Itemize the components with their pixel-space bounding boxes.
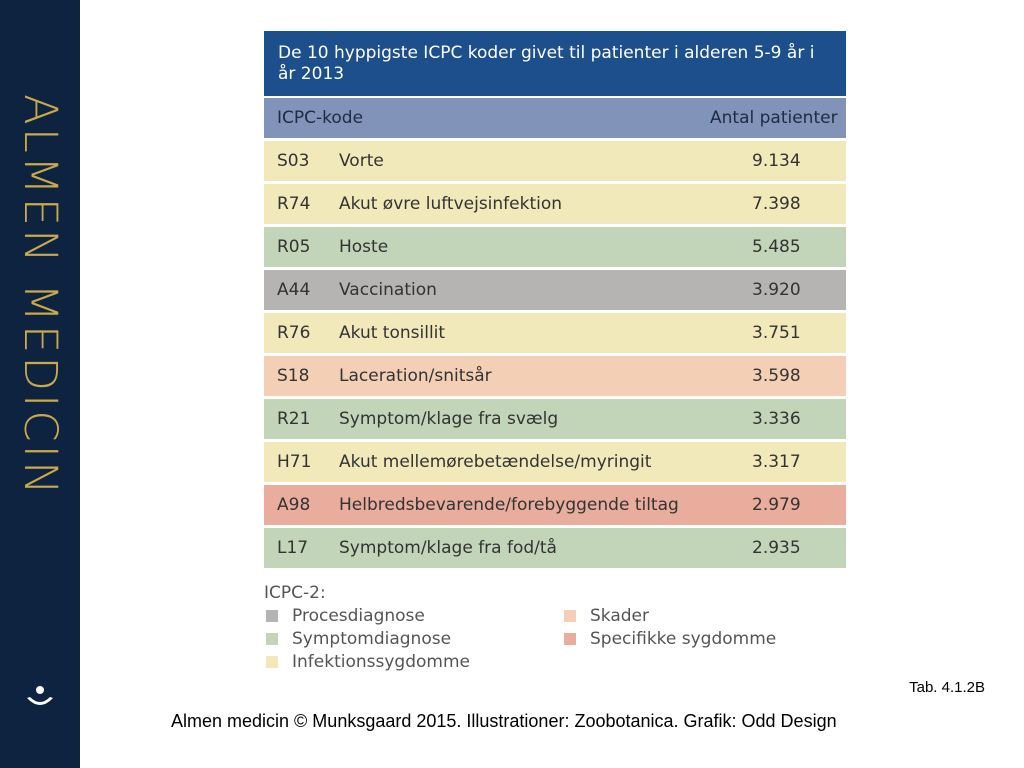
count-cell: 2.979 [752,495,801,515]
header-cell: ICPC-kode [277,108,364,128]
code-cell: H71 [277,452,312,472]
table-row: H71 Akut mellemørebetændelse/myringit 3.31… [264,442,846,482]
count-cell: 3.598 [752,366,801,386]
legend-title: ICPC-2: [264,583,326,603]
legend-item: Specifikke sygdomme [564,628,776,650]
legend-item: Procesdiagnose [266,605,425,627]
count-cell: 3.336 [752,409,801,429]
legend-label: Specifikke sygdomme [590,629,777,649]
legend-swatch [266,633,278,645]
credit: Almen medicin © Munksgaard 2015. Illustr… [171,711,837,731]
table-row: A44 Vaccination 3.920 [264,270,846,310]
label-cell: Akut tonsillit [339,323,446,343]
label-cell: Symptom/klage fra svælg [339,409,559,429]
table-ref: Tab. 4.1.2B [909,679,985,696]
table-row: R21 Symptom/klage fra svælg 3.336 [264,399,846,439]
label-cell: Hoste [339,237,389,257]
label-cell: Helbredsbevarende/forebyggende tiltag [339,495,679,515]
count-cell: 5.485 [752,237,801,257]
code-cell: R76 [277,323,311,343]
label-cell: Laceration/snitsår [339,366,492,386]
label-cell: Symptom/klage fra fod/tå [339,538,557,558]
count-cell: 3.751 [752,323,801,343]
table-row: S03 Vorte 9.134 [264,141,846,181]
table-row: L17 Symptom/klage fra fod/tå 2.935 [264,528,846,568]
legend: ICPC-2: Procesdiagnose Symptomdiagnose Inf… [264,582,824,672]
table-row: R76 Akut tonsillit 3.751 [264,313,846,353]
table-row: A98 Helbredsbevarende/forebyggende tiltag… [264,485,846,525]
legend-item: Infektionssygdomme [266,651,470,673]
code-cell: A98 [277,495,311,515]
table-row: R05 Hoste 5.485 [264,227,846,267]
code-cell: A44 [277,280,311,300]
count-cell: 9.134 [752,151,801,171]
table: De 10 hyppigste ICPC koder givet til pat… [264,31,846,568]
sidebar: ALMEN MEDICIN [0,0,80,768]
legend-label: Skader [590,606,649,626]
legend-swatch [564,633,576,645]
legend-label: Infektionssygdomme [292,652,470,672]
code-cell: L17 [277,538,309,558]
header-row: ICPC-kode Antal patienter [264,98,846,138]
count-cell: 3.920 [752,280,801,300]
code-cell: R74 [277,194,311,214]
table-row: S18 Laceration/snitsår 3.598 [264,356,846,396]
label-cell: Vaccination [339,280,437,300]
code-cell: R21 [277,409,311,429]
code-cell: S03 [277,151,310,171]
table-row: R74 Akut øvre luftvejsinfektion 7.398 [264,184,846,224]
table-title: De 10 hyppigste ICPC koder givet til pat… [264,31,846,96]
legend-swatch [564,610,576,622]
count-cell: 2.935 [752,538,801,558]
legend-item: Skader [564,605,649,627]
label-cell: Akut mellemørebetændelse/myringit [339,452,652,472]
legend-swatch [266,656,278,668]
header-cell: Antal patienter [710,108,838,128]
rows: S03 Vorte 9.134 R74 Akut øvre luftvejsinfekt… [264,141,846,568]
legend-item: Symptomdiagnose [266,628,451,650]
code-cell: S18 [277,366,310,386]
logo-icon [27,686,53,705]
count-cell: 3.317 [752,452,801,472]
legend-label: Procesdiagnose [292,606,425,626]
count-cell: 7.398 [752,194,801,214]
label-cell: Vorte [339,151,384,171]
brand: ALMEN MEDICIN [14,94,67,498]
legend-swatch [266,610,278,622]
code-cell: R05 [277,237,311,257]
legend-label: Symptomdiagnose [292,629,452,649]
label-cell: Akut øvre luftvejsinfektion [339,194,563,214]
